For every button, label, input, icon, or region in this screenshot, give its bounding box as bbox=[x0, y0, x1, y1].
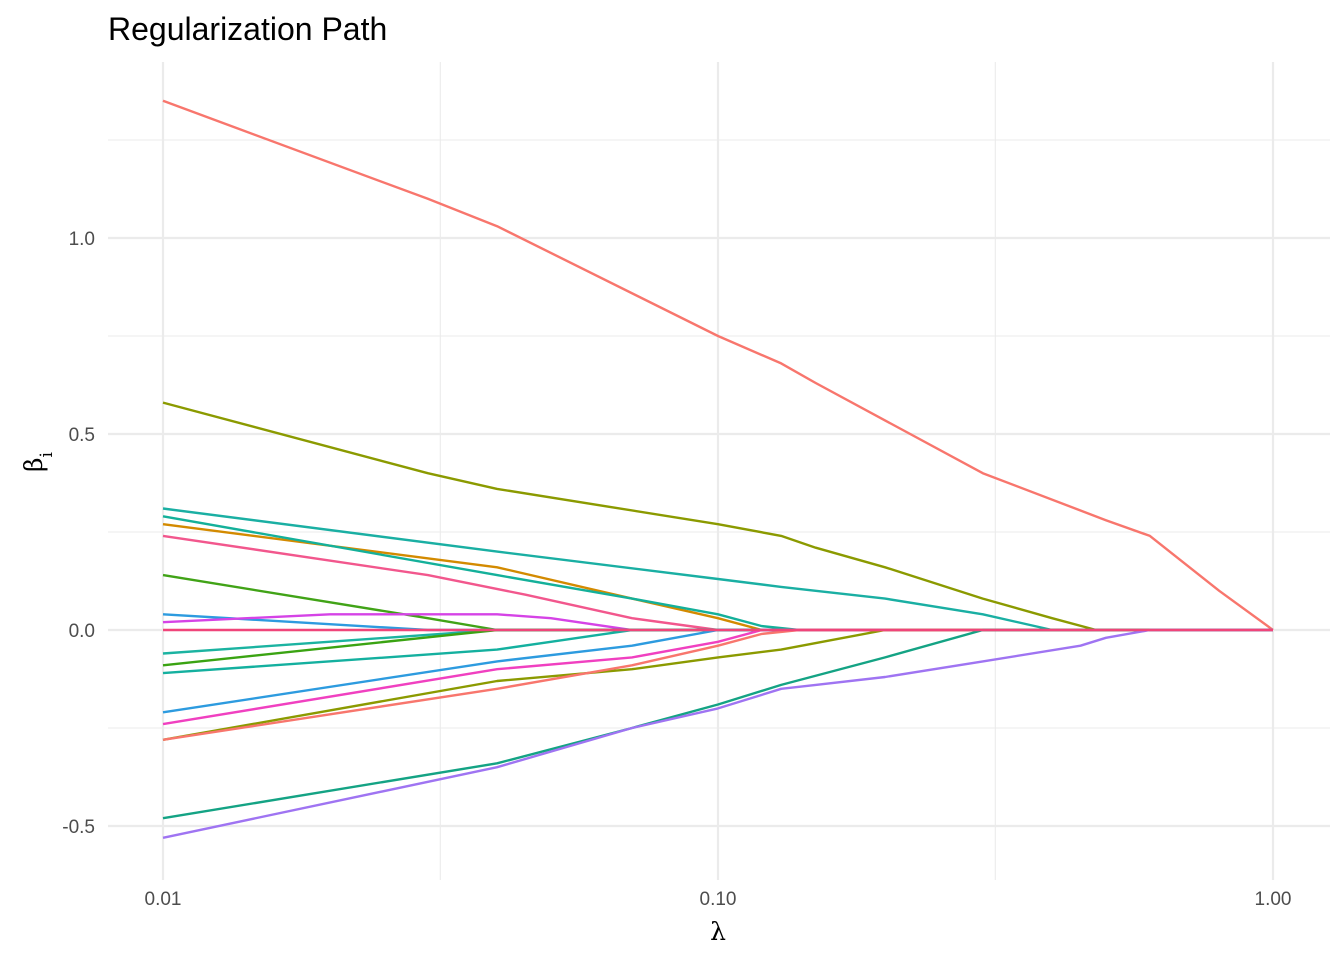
chart-title: Regularization Path bbox=[108, 11, 387, 47]
series-line-beta-17 bbox=[162, 628, 1273, 820]
grid bbox=[108, 62, 1330, 880]
y-tick-label: -0.5 bbox=[62, 817, 95, 838]
series-line-beta-2 bbox=[162, 401, 1273, 632]
x-tick-label: 1.00 bbox=[1255, 889, 1292, 910]
y-axis-title-base: β bbox=[19, 457, 48, 471]
x-axis-ticks: 0.01 0.10 1.00 bbox=[145, 889, 1292, 910]
y-tick-label: 1.0 bbox=[69, 229, 95, 250]
x-tick-label: 0.10 bbox=[700, 889, 737, 910]
y-axis-title: βi bbox=[19, 451, 57, 471]
x-tick-label: 0.01 bbox=[145, 889, 182, 910]
y-tick-label: 0.5 bbox=[69, 425, 95, 446]
y-tick-label: 0.0 bbox=[69, 621, 95, 642]
y-axis-ticks: -0.5 0.0 0.5 1.0 bbox=[62, 229, 95, 838]
series-line-beta-18 bbox=[162, 628, 1273, 839]
y-axis-title-sub: i bbox=[37, 451, 57, 457]
series-lines bbox=[162, 99, 1274, 839]
series-line-beta-1 bbox=[162, 99, 1274, 631]
x-axis-title: λ bbox=[710, 917, 726, 946]
